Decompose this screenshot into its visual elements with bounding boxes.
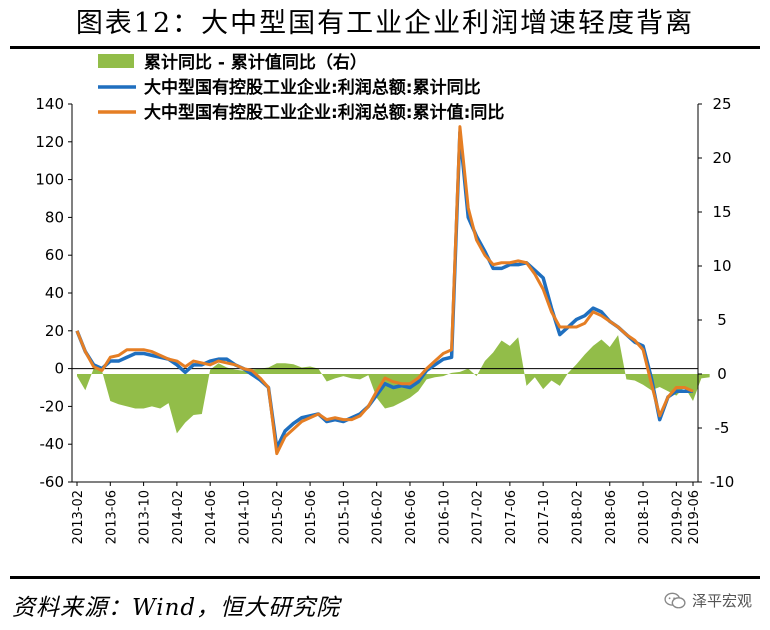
x-tick-label: 2018-02 (570, 490, 585, 544)
wechat-icon (664, 592, 686, 608)
y-left-tick-label: 40 (45, 284, 64, 302)
x-tick-label: 2016-10 (437, 490, 452, 544)
y-right-tick-label: 0 (717, 365, 727, 383)
x-tick-label: 2016-06 (404, 490, 419, 544)
y-left-tick-label: 80 (45, 208, 64, 226)
legend-swatch-area (98, 54, 134, 68)
y-right-tick-label: 25 (712, 95, 731, 113)
watermark-text: 泽平宏观 (691, 592, 752, 610)
x-tick-label: 2015-02 (271, 490, 286, 544)
x-tick-label: 2018-10 (637, 490, 652, 544)
y-left-tick-label: 140 (35, 95, 64, 113)
x-tick-label: 2013-10 (138, 490, 153, 544)
x-tick-label: 2017-06 (504, 490, 519, 544)
x-tick-label: 2019-06 (687, 490, 702, 544)
chart-canvas: 累计同比 - 累计值同比（右） 大中型国有控股工业企业:利润总额:累计同比大中型国… (35, 52, 734, 544)
source-note: 资料来源：Wind，恒大研究院 (12, 595, 341, 621)
y-left-tick-label: 120 (35, 133, 64, 151)
y-left-tick-label: -20 (40, 397, 65, 415)
y-right-tick-label: 15 (712, 203, 731, 221)
y-left-tick-label: 100 (35, 171, 64, 189)
title-rule (10, 46, 760, 49)
axes-layer (71, 104, 699, 483)
x-tick-label: 2014-10 (237, 490, 252, 544)
y-left-tick-label: -60 (40, 473, 65, 491)
x-tick-label: 2018-06 (604, 490, 619, 544)
legend-label: 大中型国有控股工业企业:利润总额:累计值:同比 (144, 102, 504, 123)
y-left-tick-label: 60 (45, 246, 64, 264)
x-tick-label: 2015-06 (304, 490, 319, 544)
ticks-layer: -60 -40 -20 0 20 40 60 80 100 120 140 -10 -5 0 5 10 15 20… (35, 95, 734, 544)
y-right-tick-label: 5 (717, 311, 727, 329)
x-tick-label: 2015-10 (337, 490, 352, 544)
x-tick-label: 2013-02 (71, 490, 86, 544)
line-layer (75, 125, 694, 456)
y-right-tick-label: -10 (710, 473, 735, 491)
y-right-tick-label: 10 (712, 257, 731, 275)
y-right-tick-label: 20 (712, 149, 731, 167)
source-rule (10, 576, 760, 579)
x-tick-label: 2017-10 (537, 490, 552, 544)
x-tick-label: 2014-02 (171, 490, 186, 544)
legend-label: 累计同比 - 累计值同比（右） (144, 52, 367, 73)
y-left-tick-label: 0 (54, 360, 64, 378)
x-tick-label: 2017-02 (471, 490, 486, 544)
legend: 累计同比 - 累计值同比（右） 大中型国有控股工业企业:利润总额:累计同比大中型国… (98, 52, 504, 123)
y-right-tick-label: -5 (715, 419, 730, 437)
x-tick-label: 2014-06 (204, 490, 219, 544)
series-line-2 (75, 125, 694, 456)
chart-title: 图表12：大中型国有工业企业利润增速轻度背离 (75, 8, 695, 39)
series-line-1 (75, 130, 693, 450)
watermark: 泽平宏观 (664, 590, 752, 611)
area-layer (77, 335, 710, 434)
x-tick-label: 2016-02 (371, 490, 386, 544)
x-tick-label: 2019-02 (670, 490, 685, 544)
series-area-cumulative-diff (77, 335, 710, 434)
legend-label: 大中型国有控股工业企业:利润总额:累计同比 (144, 77, 481, 98)
x-tick-label: 2013-06 (104, 490, 119, 544)
y-left-tick-label: -40 (40, 435, 65, 453)
y-left-tick-label: 20 (45, 322, 64, 340)
